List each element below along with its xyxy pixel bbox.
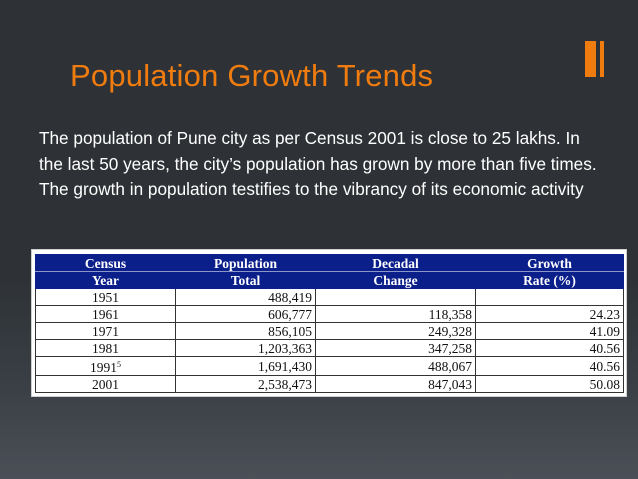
table-row: 1971 856,105 249,328 41.09: [35, 322, 624, 340]
header-growth: Growth: [475, 254, 624, 272]
accent-bar-thin: [600, 41, 604, 77]
header-census: Census: [35, 254, 176, 272]
header-row-2: Year Total Change Rate (%): [35, 271, 624, 289]
header-rate: Rate (%): [475, 271, 624, 289]
cell-rate: 40.56: [475, 356, 624, 376]
header-total: Total: [175, 271, 316, 289]
cell-year: 2001: [35, 375, 176, 393]
slide-title: Population Growth Trends: [70, 58, 434, 93]
table-body: 1951 488,419 1961 606,777 118,358 24.23 …: [35, 288, 624, 393]
cell-total: 1,691,430: [175, 356, 316, 376]
cell-total: 1,203,363: [175, 339, 316, 357]
header-decadal: Decadal: [315, 254, 476, 272]
cell-change: 249,328: [315, 322, 476, 340]
cell-total: 856,105: [175, 322, 316, 340]
cell-rate: 40.56: [475, 339, 624, 357]
cell-year: 1951: [35, 288, 176, 306]
cell-rate: [475, 288, 624, 306]
footnote-marker: 5: [117, 360, 121, 369]
census-table-image: Census Population Decadal Growth Year To…: [31, 249, 627, 397]
cell-change: 347,258: [315, 339, 476, 357]
census-table: Census Population Decadal Growth Year To…: [35, 254, 624, 393]
cell-change: 847,043: [315, 375, 476, 393]
cell-rate: 41.09: [475, 322, 624, 340]
cell-year: 1961: [35, 305, 176, 323]
slide-body-text: The population of Pune city as per Censu…: [39, 128, 597, 199]
cell-change: 488,067: [315, 356, 476, 376]
cell-change: [315, 288, 476, 306]
header-row-1: Census Population Decadal Growth: [35, 254, 624, 272]
accent-bar-thick: [585, 41, 596, 77]
table-header: Census Population Decadal Growth Year To…: [35, 254, 624, 289]
table-row: 2001 2,538,473 847,043 50.08: [35, 375, 624, 393]
table-row: 1961 606,777 118,358 24.23: [35, 305, 624, 323]
cell-total: 606,777: [175, 305, 316, 323]
cell-total: 2,538,473: [175, 375, 316, 393]
cell-year: 19915: [35, 356, 176, 376]
header-population: Population: [175, 254, 316, 272]
table-row: 1981 1,203,363 347,258 40.56: [35, 339, 624, 357]
cell-rate: 50.08: [475, 375, 624, 393]
table-row: 19915 1,691,430 488,067 40.56: [35, 356, 624, 376]
cell-year: 1981: [35, 339, 176, 357]
cell-year: 1971: [35, 322, 176, 340]
cell-rate: 24.23: [475, 305, 624, 323]
table-row: 1951 488,419: [35, 288, 624, 306]
header-change: Change: [315, 271, 476, 289]
cell-change: 118,358: [315, 305, 476, 323]
header-year: Year: [35, 271, 176, 289]
cell-total: 488,419: [175, 288, 316, 306]
